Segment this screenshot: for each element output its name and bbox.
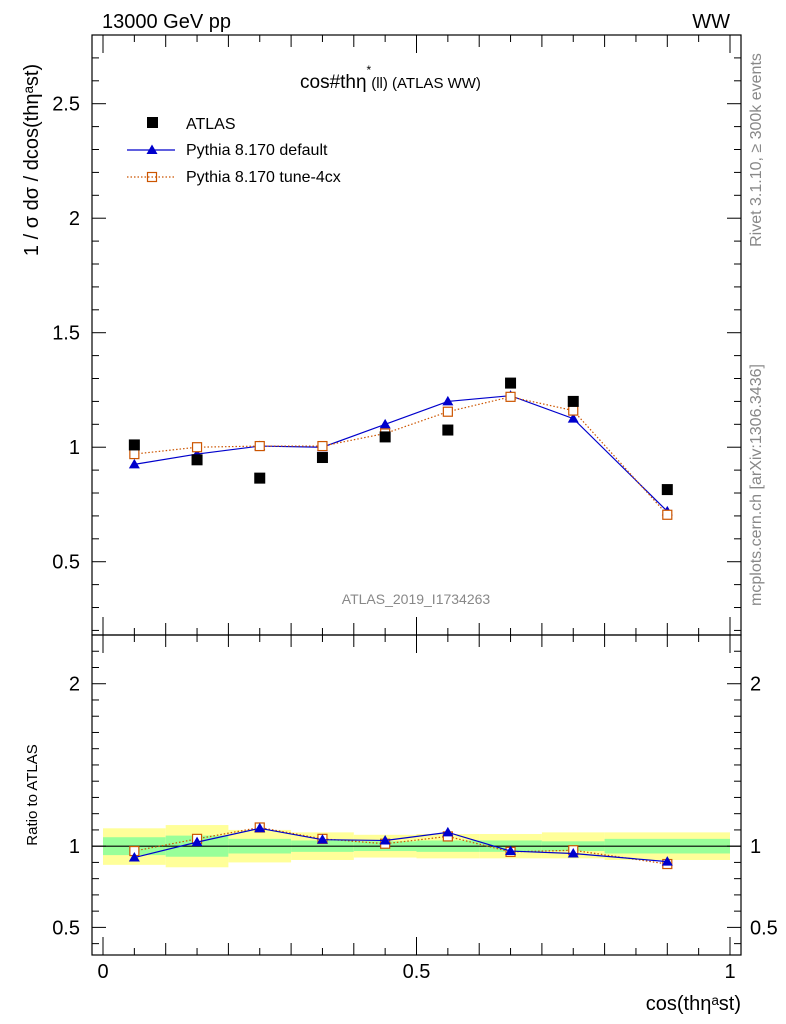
main-atlas-point <box>567 395 579 407</box>
plot-title-sup: * <box>367 63 372 77</box>
main-atlas-point <box>442 424 454 436</box>
main-default-point <box>379 418 391 429</box>
main-tune-line <box>134 396 668 516</box>
legend: ATLAS Pythia 8.170 default Pythia 8.170 … <box>127 116 341 186</box>
ratio-default-point <box>442 826 454 837</box>
plot-title-sub: (ll) (ATLAS WW) <box>371 75 481 92</box>
legend-label-default: Pythia 8.170 default <box>186 142 328 159</box>
ratio-plot-frame <box>91 634 742 956</box>
ratio-default-point <box>316 834 328 844</box>
main-tune-point <box>442 406 453 417</box>
x-axis-label: cos(thηᵃst) <box>646 993 741 1015</box>
data-series <box>128 377 673 870</box>
main-atlas-point <box>254 472 266 484</box>
main-atlas-point <box>128 439 140 451</box>
ratio-default-point <box>379 834 391 845</box>
x-tick-label: 0.5 <box>403 961 431 983</box>
main-atlas-point <box>661 484 673 496</box>
ratio-y-tick-label-right: 1 <box>750 836 761 858</box>
main-atlas-point <box>379 431 391 443</box>
mcplots-label: mcplots.cern.ch [arXiv:1306.3436] <box>748 364 765 606</box>
main-y-tick-label: 1 <box>69 437 80 459</box>
x-tick-label: 1 <box>724 961 735 983</box>
plot-title-main: cos#thη <box>300 72 367 93</box>
legend-label-tune: Pythia 8.170 tune-4cx <box>186 169 341 186</box>
main-tune-point <box>191 442 203 453</box>
main-tune-point <box>505 391 516 402</box>
legend-marker-atlas <box>147 117 158 128</box>
main-y-tick-label: 1.5 <box>52 323 80 345</box>
ratio-default-point <box>661 856 673 866</box>
main-tune-point <box>317 440 328 452</box>
process-label: WW <box>692 11 730 33</box>
main-tune-point <box>662 509 673 520</box>
ratio-y-tick-label: 2 <box>69 674 80 696</box>
main-y-tick-label: 2 <box>69 208 80 230</box>
main-atlas-point <box>316 452 328 464</box>
legend-marker-default <box>146 144 158 154</box>
ratio-y-tick-label: 0.5 <box>52 917 80 939</box>
ratio-y-axis-label: Ratio to ATLAS <box>24 744 41 845</box>
ratio-default-point <box>254 822 266 833</box>
ratio-y-tick-label-right: 0.5 <box>750 917 778 939</box>
axis-ticks: 0.5 1 1.5 2 2.5 0.5 0.5 1 1 2 2 0 0.5 1 <box>52 35 778 983</box>
main-y-axis-label: 1 / σ dσ / dcos(thηᵃst) <box>21 64 43 256</box>
ratio-y-tick-label-right: 2 <box>750 674 761 696</box>
legend-marker-tune <box>146 171 158 183</box>
x-tick-label: 0 <box>97 961 108 983</box>
analysis-watermark: ATLAS_2019_I1734263 <box>342 591 491 607</box>
main-tune-point <box>568 405 579 416</box>
ratio-default-point <box>191 836 203 847</box>
ratio-default-point <box>505 845 517 856</box>
rivet-label: Rivet 3.1.10, ≥ 300k events <box>748 53 765 247</box>
main-tune-point <box>129 448 140 460</box>
main-y-tick-label: 0.5 <box>52 552 80 574</box>
main-atlas-point <box>191 454 203 466</box>
ratio-y-tick-label: 1 <box>69 836 80 858</box>
main-y-tick-label: 2.5 <box>52 94 80 116</box>
main-atlas-point <box>505 377 517 389</box>
main-default-point <box>442 395 454 406</box>
main-default-point <box>567 413 579 423</box>
ratio-tune-line <box>134 826 668 865</box>
ratio-default-point <box>567 847 579 858</box>
main-tune-point <box>254 440 265 452</box>
main-default-point <box>128 458 140 469</box>
energy-label: 13000 GeV pp <box>102 11 231 33</box>
legend-label-atlas: ATLAS <box>186 116 236 133</box>
ratio-default-point <box>128 852 140 862</box>
plot-title: cos#thη*(ll) (ATLAS WW) <box>300 63 481 93</box>
main-default-line <box>134 395 668 512</box>
